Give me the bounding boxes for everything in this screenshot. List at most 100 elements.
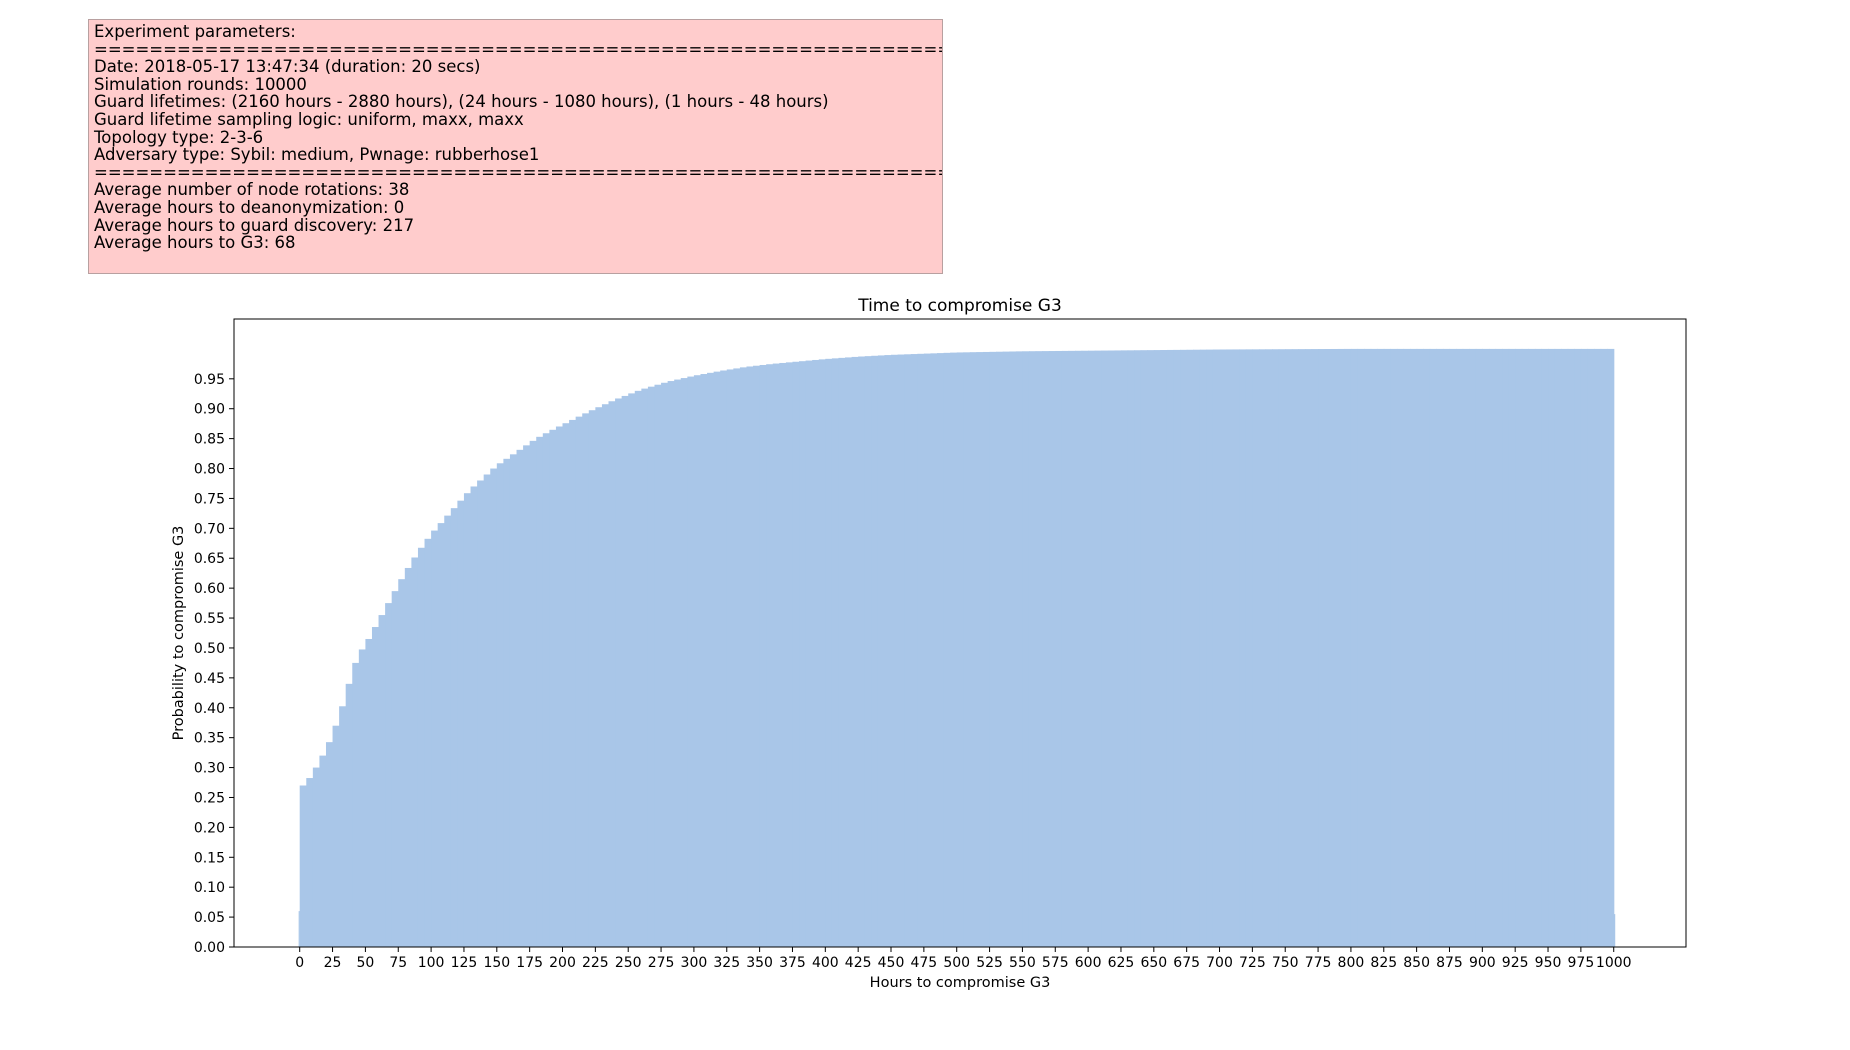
histogram-bar — [555, 426, 564, 947]
histogram-bar — [628, 393, 636, 947]
histogram-bar — [490, 468, 498, 947]
histogram-bar — [1554, 348, 1562, 947]
histogram-bar — [976, 352, 984, 947]
y-tick-label: 0.20 — [194, 820, 225, 836]
y-tick-label: 0.10 — [194, 880, 225, 896]
histogram-bar — [378, 615, 386, 947]
histogram-bar — [1357, 348, 1365, 947]
histogram-bar — [1311, 349, 1319, 947]
histogram-bar — [654, 384, 662, 948]
histogram-bar — [1114, 350, 1122, 947]
histogram-bar — [1587, 348, 1595, 947]
param-line: Topology type: 2-3-6 — [94, 127, 264, 147]
histogram-bar — [1147, 350, 1155, 947]
histogram-bar — [996, 351, 1004, 948]
x-tick-label: 25 — [324, 955, 342, 971]
histogram-bar — [385, 603, 393, 947]
histogram-bar — [917, 353, 925, 947]
histogram-bar — [588, 410, 596, 948]
histogram-bar — [1449, 348, 1457, 947]
histogram-bar — [562, 423, 570, 948]
x-tick-label: 875 — [1436, 955, 1463, 971]
x-tick-label: 950 — [1535, 955, 1562, 971]
histogram-bar — [608, 401, 616, 947]
histogram-bar — [569, 419, 577, 947]
x-tick-label: 725 — [1239, 955, 1266, 971]
histogram-bar — [687, 376, 695, 947]
histogram-bar — [753, 365, 761, 948]
histogram-bar — [352, 662, 360, 947]
histogram-bar — [1462, 348, 1470, 947]
histogram-bar — [1469, 348, 1477, 947]
histogram-bar — [345, 683, 353, 947]
x-axis-label: Hours to compromise G3 — [870, 975, 1051, 991]
y-tick-label: 0.00 — [194, 940, 225, 956]
x-tick-label: 800 — [1338, 955, 1365, 971]
histogram-bar — [1548, 348, 1556, 947]
histogram-bar — [601, 404, 610, 948]
x-tick-label: 675 — [1173, 955, 1200, 971]
param-line: Date: 2018-05-17 13:47:34 (duration: 20 … — [94, 57, 481, 77]
histogram-bar — [299, 785, 307, 947]
histogram-bar — [450, 508, 458, 947]
histogram-bar — [845, 357, 853, 947]
histogram-bar — [411, 557, 419, 947]
histogram-bar — [1396, 348, 1405, 947]
histogram-bar — [1613, 914, 1616, 947]
histogram-bar — [1120, 350, 1129, 947]
x-tick-label: 1000 — [1596, 955, 1632, 971]
histogram-bar — [358, 649, 366, 947]
histogram-bar — [1186, 349, 1194, 947]
histogram-bar — [1107, 350, 1115, 947]
histogram-bar — [838, 357, 846, 947]
histogram-bar — [1344, 348, 1352, 947]
histogram-bar — [720, 370, 728, 947]
histogram-bar — [904, 354, 912, 947]
histogram-bar — [647, 386, 656, 947]
x-tick-label: 925 — [1502, 955, 1529, 971]
histogram-bar — [1272, 349, 1280, 947]
histogram-bar — [733, 368, 741, 947]
y-tick-label: 0.40 — [194, 701, 225, 717]
histogram-bar — [707, 372, 715, 948]
histogram-bar — [582, 413, 590, 948]
histogram-bar — [424, 538, 432, 947]
histogram-bar — [431, 530, 439, 947]
x-tick-label: 750 — [1272, 955, 1299, 971]
histogram-bar — [1291, 349, 1299, 947]
x-tick-label: 225 — [582, 955, 609, 971]
histogram-bar — [1088, 350, 1096, 947]
histogram-bar — [1567, 348, 1575, 947]
histogram-bar — [503, 458, 511, 947]
x-tick-label: 125 — [451, 955, 478, 971]
histogram-bar — [1028, 351, 1037, 948]
histogram-bar — [897, 354, 905, 947]
histogram-bar — [910, 354, 918, 947]
histogram-bar — [799, 361, 807, 947]
histogram-bar — [615, 398, 623, 948]
chart-title: Time to compromise G3 — [857, 296, 1062, 316]
histogram-bar — [661, 382, 669, 947]
histogram-bar — [1370, 348, 1378, 947]
y-tick-label: 0.15 — [194, 850, 225, 866]
histogram-bar — [365, 638, 373, 947]
histogram-bar — [1173, 349, 1181, 947]
histogram-bar — [1521, 348, 1529, 947]
histogram-bar — [298, 911, 300, 947]
histogram-bar — [877, 355, 886, 947]
histogram-bar — [831, 358, 840, 948]
param-line: Average number of node rotations: 38 — [94, 180, 410, 200]
x-tick-label: 625 — [1108, 955, 1135, 971]
histogram-bar — [523, 445, 531, 947]
histogram-bar — [884, 355, 892, 947]
histogram-bar — [1212, 349, 1221, 947]
histogram-bar — [1265, 349, 1273, 947]
histogram-bar — [1035, 351, 1043, 947]
x-tick-label: 75 — [389, 955, 407, 971]
histogram-bar — [1475, 348, 1483, 947]
y-axis-label: Probability to compromise G3 — [171, 526, 187, 741]
y-tick-label: 0.35 — [194, 731, 225, 747]
x-tick-label: 350 — [746, 955, 773, 971]
histogram-bar — [1508, 348, 1516, 947]
histogram-bar — [950, 352, 958, 947]
